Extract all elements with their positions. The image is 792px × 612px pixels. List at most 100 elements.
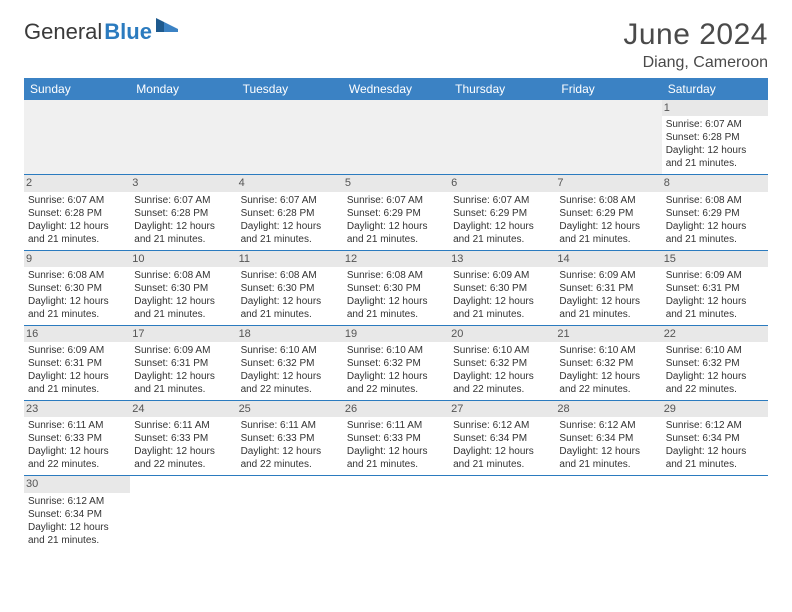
day-cell: 16 Sunrise: 6:09 AMSunset: 6:31 PMDayligh…	[24, 325, 130, 400]
day-number: 17	[130, 326, 236, 342]
sunset-line: Sunset: 6:34 PM	[28, 508, 126, 521]
day-cell	[237, 100, 343, 175]
daylight-line: Daylight: 12 hours and 21 minutes.	[134, 220, 232, 246]
week-row: 23Sunrise: 6:11 AMSunset: 6:33 PMDayligh…	[24, 401, 768, 476]
day-number: 1	[662, 100, 768, 116]
sunset-line: Sunset: 6:34 PM	[559, 432, 657, 445]
sunrise-line: Sunrise: 6:11 AM	[134, 419, 232, 432]
day-cell: 2Sunrise: 6:07 AMSunset: 6:28 PMDaylight…	[24, 175, 130, 250]
day-info: Sunrise: 6:09 AMSunset: 6:31 PMDaylight:…	[134, 344, 232, 396]
col-wednesday: Wednesday	[343, 78, 449, 100]
day-cell: 1Sunrise: 6:07 AMSunset: 6:28 PMDaylight…	[662, 100, 768, 175]
day-info: Sunrise: 6:09 AMSunset: 6:31 PMDaylight:…	[559, 269, 657, 321]
day-info: Sunrise: 6:08 AMSunset: 6:29 PMDaylight:…	[666, 194, 764, 246]
sunset-line: Sunset: 6:32 PM	[241, 357, 339, 370]
day-cell	[130, 100, 236, 175]
daylight-line: Daylight: 12 hours and 22 minutes.	[453, 370, 551, 396]
sunset-line: Sunset: 6:30 PM	[347, 282, 445, 295]
week-row: 2Sunrise: 6:07 AMSunset: 6:28 PMDaylight…	[24, 175, 768, 250]
day-number: 9	[24, 251, 130, 267]
day-number: 30	[24, 476, 130, 492]
sunset-line: Sunset: 6:30 PM	[134, 282, 232, 295]
daylight-line: Daylight: 12 hours and 21 minutes.	[347, 445, 445, 471]
daylight-line: Daylight: 12 hours and 21 minutes.	[666, 220, 764, 246]
day-cell: 17 Sunrise: 6:09 AMSunset: 6:31 PMDayligh…	[130, 325, 236, 400]
day-number: 16	[24, 326, 130, 342]
day-cell: 18Sunrise: 6:10 AMSunset: 6:32 PMDayligh…	[237, 325, 343, 400]
sunrise-line: Sunrise: 6:07 AM	[134, 194, 232, 207]
day-info: Sunrise: 6:09 AMSunset: 6:31 PMDaylight:…	[666, 269, 764, 321]
day-info: Sunrise: 6:10 AMSunset: 6:32 PMDaylight:…	[241, 344, 339, 396]
day-info: Sunrise: 6:08 AMSunset: 6:30 PMDaylight:…	[28, 269, 126, 321]
sunset-line: Sunset: 6:33 PM	[134, 432, 232, 445]
day-cell: 27Sunrise: 6:12 AMSunset: 6:34 PMDayligh…	[449, 401, 555, 476]
sunrise-line: Sunrise: 6:10 AM	[559, 344, 657, 357]
sunrise-line: Sunrise: 6:12 AM	[453, 419, 551, 432]
day-cell: 8Sunrise: 6:08 AMSunset: 6:29 PMDaylight…	[662, 175, 768, 250]
col-tuesday: Tuesday	[237, 78, 343, 100]
day-cell: 29Sunrise: 6:12 AMSunset: 6:34 PMDayligh…	[662, 401, 768, 476]
day-number: 6	[449, 175, 555, 191]
sunrise-line: Sunrise: 6:09 AM	[134, 344, 232, 357]
day-cell	[449, 100, 555, 175]
sunset-line: Sunset: 6:31 PM	[28, 357, 126, 370]
day-cell: 15Sunrise: 6:09 AMSunset: 6:31 PMDayligh…	[662, 250, 768, 325]
col-sunday: Sunday	[24, 78, 130, 100]
sunset-line: Sunset: 6:28 PM	[134, 207, 232, 220]
daylight-line: Daylight: 12 hours and 21 minutes.	[559, 445, 657, 471]
brand-logo: GeneralBlue	[24, 18, 182, 46]
sunrise-line: Sunrise: 6:08 AM	[241, 269, 339, 282]
week-row: 16Sunrise: 6:09 AMSunset: 6:31 PMDayligh…	[24, 325, 768, 400]
day-info: Sunrise: 6:11 AMSunset: 6:33 PMDaylight:…	[28, 419, 126, 471]
sunset-line: Sunset: 6:30 PM	[453, 282, 551, 295]
sunset-line: Sunset: 6:32 PM	[347, 357, 445, 370]
day-cell: 25Sunrise: 6:11 AMSunset: 6:33 PMDayligh…	[237, 401, 343, 476]
day-number: 19	[343, 326, 449, 342]
day-info: Sunrise: 6:08 AMSunset: 6:30 PMDaylight:…	[241, 269, 339, 321]
daylight-line: Daylight: 12 hours and 21 minutes.	[453, 220, 551, 246]
day-cell: 6 Sunrise: 6:07 AMSunset: 6:29 PMDaylight…	[449, 175, 555, 250]
day-number: 13	[449, 251, 555, 267]
day-cell: 21Sunrise: 6:10 AMSunset: 6:32 PMDayligh…	[555, 325, 661, 400]
daylight-line: Daylight: 12 hours and 21 minutes.	[453, 295, 551, 321]
day-info: Sunrise: 6:07 AMSunset: 6:28 PMDaylight:…	[134, 194, 232, 246]
day-number: 10	[130, 251, 236, 267]
day-cell	[449, 476, 555, 551]
sunrise-line: Sunrise: 6:11 AM	[347, 419, 445, 432]
day-number: 20	[449, 326, 555, 342]
day-cell	[343, 100, 449, 175]
day-cell	[237, 476, 343, 551]
day-info: Sunrise: 6:07 AMSunset: 6:29 PMDaylight:…	[453, 194, 551, 246]
sunrise-line: Sunrise: 6:07 AM	[28, 194, 126, 207]
daylight-line: Daylight: 12 hours and 22 minutes.	[241, 445, 339, 471]
sunset-line: Sunset: 6:31 PM	[666, 282, 764, 295]
day-number: 28	[555, 401, 661, 417]
sunrise-line: Sunrise: 6:09 AM	[666, 269, 764, 282]
sunset-line: Sunset: 6:28 PM	[666, 131, 764, 144]
day-info: Sunrise: 6:07 AMSunset: 6:28 PMDaylight:…	[241, 194, 339, 246]
day-cell: 10 Sunrise: 6:08 AMSunset: 6:30 PMDayligh…	[130, 250, 236, 325]
sunset-line: Sunset: 6:33 PM	[28, 432, 126, 445]
sunset-line: Sunset: 6:28 PM	[28, 207, 126, 220]
daylight-line: Daylight: 12 hours and 21 minutes.	[666, 445, 764, 471]
daylight-line: Daylight: 12 hours and 21 minutes.	[666, 144, 764, 170]
sunrise-line: Sunrise: 6:09 AM	[28, 344, 126, 357]
day-number: 22	[662, 326, 768, 342]
sunset-line: Sunset: 6:28 PM	[241, 207, 339, 220]
day-number: 26	[343, 401, 449, 417]
daylight-line: Daylight: 12 hours and 21 minutes.	[28, 370, 126, 396]
title-block: June 2024 Diang, Cameroon	[623, 18, 768, 72]
daylight-line: Daylight: 12 hours and 21 minutes.	[347, 295, 445, 321]
day-cell: 11Sunrise: 6:08 AMSunset: 6:30 PMDayligh…	[237, 250, 343, 325]
day-info: Sunrise: 6:10 AMSunset: 6:32 PMDaylight:…	[347, 344, 445, 396]
sunrise-line: Sunrise: 6:07 AM	[453, 194, 551, 207]
sunrise-line: Sunrise: 6:10 AM	[666, 344, 764, 357]
day-cell: 19 Sunrise: 6:10 AMSunset: 6:32 PMDayligh…	[343, 325, 449, 400]
sunset-line: Sunset: 6:31 PM	[559, 282, 657, 295]
day-info: Sunrise: 6:08 AMSunset: 6:30 PMDaylight:…	[134, 269, 232, 321]
day-cell: 26Sunrise: 6:11 AMSunset: 6:33 PMDayligh…	[343, 401, 449, 476]
daylight-line: Daylight: 12 hours and 21 minutes.	[559, 220, 657, 246]
sunset-line: Sunset: 6:29 PM	[559, 207, 657, 220]
day-info: Sunrise: 6:07 AMSunset: 6:29 PMDaylight:…	[347, 194, 445, 246]
day-cell: 23Sunrise: 6:11 AMSunset: 6:33 PMDayligh…	[24, 401, 130, 476]
